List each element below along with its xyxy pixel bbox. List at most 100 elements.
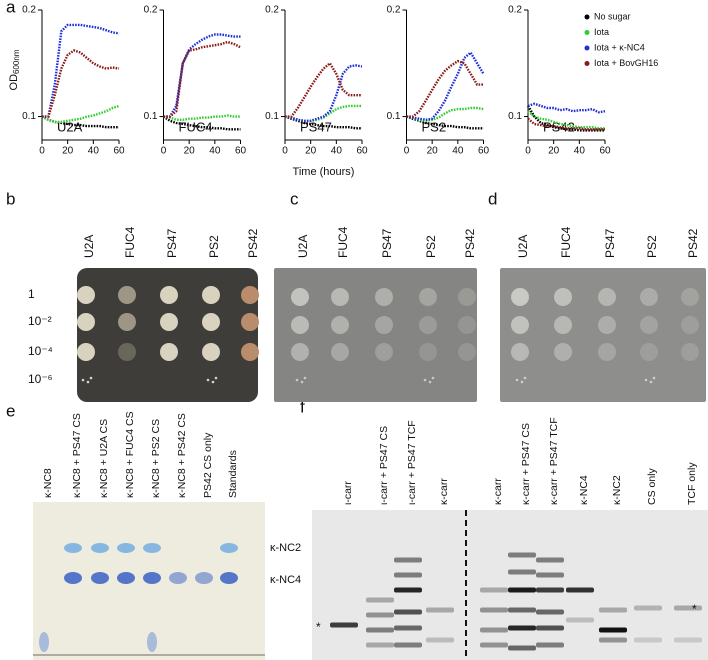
- spot: [458, 316, 476, 334]
- gel-band: [394, 642, 422, 648]
- spot: [640, 288, 658, 306]
- lane-label: κ-NC4: [578, 475, 590, 505]
- colony: [428, 380, 432, 384]
- spot: [241, 286, 259, 304]
- legend-label: Iota + κ-NC4: [594, 42, 645, 52]
- gel-band: [394, 572, 422, 578]
- spot: [419, 316, 437, 334]
- legend-marker: [584, 30, 590, 35]
- spot: [331, 343, 349, 361]
- spot: [511, 316, 529, 334]
- legend-marker: [584, 14, 590, 20]
- gel-band: [426, 607, 454, 613]
- tlc-marker: κ-NC4: [270, 574, 301, 586]
- panel-label: e: [6, 401, 15, 420]
- plate-photo: [274, 268, 477, 402]
- series-line: [42, 49, 120, 118]
- y-tick-label: 0.1: [265, 111, 279, 122]
- gel-image: [312, 510, 708, 660]
- column-label: PS47: [603, 228, 617, 258]
- spot: [118, 286, 136, 304]
- panel-label: d: [488, 189, 497, 208]
- colony: [211, 380, 215, 384]
- gel-band: [508, 569, 536, 575]
- series-line: [42, 23, 120, 118]
- colony: [89, 376, 93, 380]
- spot: [202, 343, 220, 361]
- x-tick-label: 40: [452, 146, 464, 157]
- column-label: FUC4: [336, 226, 350, 258]
- lane-label: κ-carr: [438, 478, 450, 505]
- column-label: PS2: [424, 235, 438, 258]
- x-tick-label: 0: [282, 146, 288, 157]
- panel-label: c: [290, 189, 299, 208]
- gel-band: [536, 609, 564, 615]
- tlc-spot: [64, 572, 82, 584]
- spot: [118, 313, 136, 331]
- lane-label: κ-carr + PS47 TCF: [548, 417, 560, 505]
- x-tick-label: 0: [525, 146, 531, 157]
- lane-label: κ-NC8 + U2A CS: [98, 419, 110, 498]
- tlc-spot: [117, 543, 135, 553]
- legend-marker: [584, 45, 590, 51]
- lane-label: κ-NC8 + PS47 CS: [71, 413, 83, 498]
- tlc-spot: [64, 543, 82, 553]
- lane-label: κ-NC8 + PS2 CS: [150, 419, 162, 498]
- x-tick-label: 20: [427, 146, 439, 157]
- gel-band: [366, 627, 394, 633]
- spot: [331, 316, 349, 334]
- y-tick-label: 0.2: [265, 5, 279, 16]
- spot: [511, 288, 529, 306]
- spot: [77, 286, 95, 304]
- x-tick-label: 0: [404, 146, 410, 157]
- spot: [598, 288, 616, 306]
- legend-marker: [584, 61, 590, 66]
- x-tick-label: 40: [574, 146, 586, 157]
- y-axis-label-main: OD: [8, 74, 20, 91]
- gel-band: [508, 625, 536, 631]
- y-tick-label: 0.1: [144, 111, 158, 122]
- x-tick-label: 0: [161, 146, 167, 157]
- colony: [86, 380, 90, 384]
- gel-band: [634, 605, 662, 611]
- series-line: [284, 64, 363, 122]
- x-tick-label: 60: [113, 146, 125, 157]
- column-label: FUC4: [559, 226, 573, 258]
- legend-label: No sugar: [594, 11, 631, 21]
- series-line: [406, 106, 484, 123]
- lane-label: κ-NC8: [42, 468, 54, 498]
- spot: [681, 343, 699, 361]
- y-axis-label: OD600nm: [8, 49, 21, 90]
- spot: [160, 286, 178, 304]
- tlc-spot: [169, 572, 187, 584]
- series-line: [406, 59, 484, 118]
- spot: [554, 316, 572, 334]
- column-label: FUC4: [123, 226, 137, 258]
- lane-label: TCF only: [686, 462, 698, 505]
- y-tick-label: 0.2: [144, 5, 158, 16]
- gel-band: [480, 627, 508, 633]
- spot: [511, 343, 529, 361]
- gel-band: [426, 637, 454, 643]
- gel-band: [366, 612, 394, 618]
- tlc-spot: [91, 572, 109, 584]
- lane-label: CS only: [646, 467, 658, 505]
- spot: [160, 313, 178, 331]
- colony: [214, 376, 218, 380]
- gel-band: [599, 637, 627, 643]
- x-tick-label: 20: [62, 146, 74, 157]
- column-label: U2A: [296, 235, 310, 258]
- series-line: [527, 102, 606, 114]
- lane-label: ι-carr: [342, 481, 354, 505]
- spot: [681, 316, 699, 334]
- panel-label: f: [300, 397, 305, 416]
- column-label: PS42: [686, 228, 700, 258]
- column-label: PS2: [207, 235, 221, 258]
- spot: [291, 343, 309, 361]
- series-line: [284, 115, 362, 130]
- gel-band: [480, 587, 508, 593]
- spot: [640, 316, 658, 334]
- colony: [303, 376, 307, 380]
- x-tick-label: 60: [599, 146, 611, 157]
- spot: [118, 343, 136, 361]
